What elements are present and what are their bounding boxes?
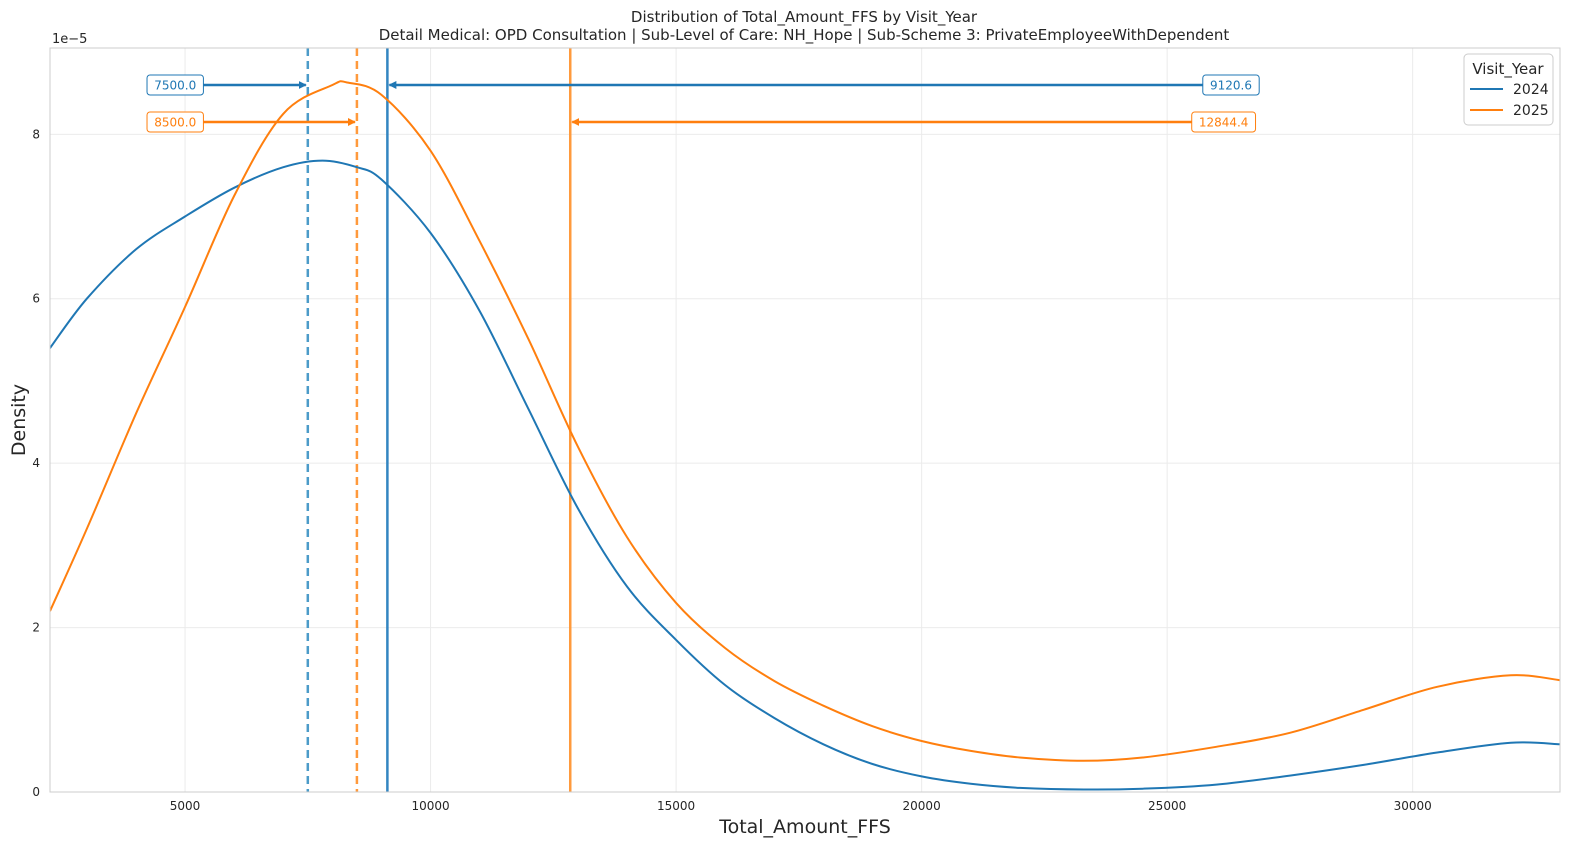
annotation-label: 12844.4 xyxy=(1199,115,1249,129)
annotation-label: 9120.6 xyxy=(1210,78,1252,92)
y-tick-label: 0 xyxy=(32,785,40,799)
chart-subtitle: Detail Medical: OPD Consultation | Sub-L… xyxy=(379,26,1230,45)
y-tick-label: 4 xyxy=(32,456,40,470)
y-tick-label: 2 xyxy=(32,621,40,635)
grid xyxy=(50,48,1560,793)
legend-label-2024: 2024 xyxy=(1513,82,1549,98)
annotation-box xyxy=(1202,74,1260,96)
density-line-2025 xyxy=(50,80,1560,762)
legend: Visit_Year 2024 2025 xyxy=(1463,53,1554,126)
x-axis-label: Total_Amount_FFS xyxy=(718,816,891,838)
legend-box xyxy=(1463,53,1554,126)
chart-title: Distribution of Total_Amount_FFS by Visi… xyxy=(631,8,978,27)
density-curves xyxy=(50,80,1560,791)
x-tick-label: 10000 xyxy=(411,799,449,813)
x-tick-label: 30000 xyxy=(1394,799,1432,813)
plot-area-border xyxy=(49,47,1561,793)
x-axis-ticks: 5000 10000 15000 20000 25000 30000 xyxy=(170,799,1432,813)
x-tick-label: 15000 xyxy=(657,799,695,813)
x-tick-label: 25000 xyxy=(1148,799,1186,813)
y-scale-label: 1e−5 xyxy=(52,32,87,47)
x-tick-label: 20000 xyxy=(903,799,941,813)
x-tick-label: 5000 xyxy=(170,799,201,813)
annotation-box xyxy=(146,74,204,96)
y-axis-label: Density xyxy=(8,384,30,456)
annotation-box xyxy=(1191,111,1257,133)
legend-label-2025: 2025 xyxy=(1513,103,1549,119)
annotation-box xyxy=(146,111,204,133)
y-tick-label: 8 xyxy=(32,127,40,141)
annotations: 7500.0 9120.6 8500.0 12844.4 xyxy=(146,74,1260,133)
legend-title: Visit_Year xyxy=(1472,60,1544,79)
density-line-2024 xyxy=(50,159,1560,791)
reference-lines xyxy=(306,48,572,792)
annotation-label: 7500.0 xyxy=(154,78,196,92)
annotation-label: 8500.0 xyxy=(154,115,196,129)
y-axis-ticks: 0 2 4 6 8 xyxy=(32,127,40,799)
y-tick-label: 6 xyxy=(32,292,40,306)
